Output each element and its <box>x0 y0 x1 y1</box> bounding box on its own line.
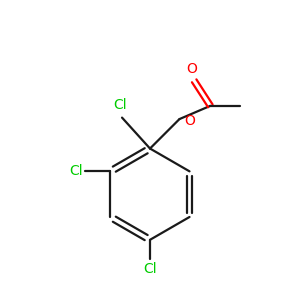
Text: Cl: Cl <box>143 262 157 276</box>
Text: Cl: Cl <box>114 98 128 112</box>
Text: Cl: Cl <box>69 164 82 178</box>
Text: O: O <box>185 114 196 128</box>
Text: O: O <box>186 61 197 76</box>
